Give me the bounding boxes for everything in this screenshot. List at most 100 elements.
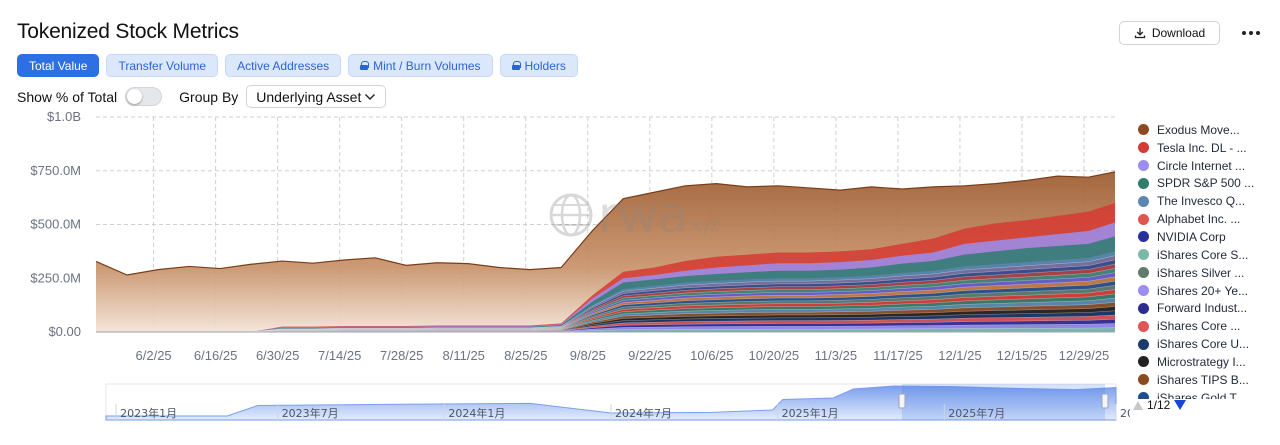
legend-label: Alphabet Inc. ... bbox=[1157, 212, 1241, 227]
tab-label: Mint / Burn Volumes bbox=[373, 58, 481, 73]
y-tick-label: $1.0B bbox=[47, 109, 81, 124]
legend-prev-icon[interactable] bbox=[1133, 400, 1143, 410]
legend-page: 1/12 bbox=[1147, 398, 1171, 412]
legend-item[interactable]: NVIDIA Corp bbox=[1138, 228, 1258, 246]
legend-swatch bbox=[1138, 285, 1149, 297]
chart-controls: Show % of Total Group By Underlying Asse… bbox=[17, 85, 387, 108]
legend-label: iShares Core ... bbox=[1157, 319, 1241, 334]
y-tick-label: $500.0M bbox=[30, 217, 81, 232]
navigator-tick-label: 2026年1月 bbox=[1120, 406, 1130, 420]
legend-label: Circle Internet ... bbox=[1157, 158, 1246, 173]
legend-item[interactable]: SPDR S&P 500 ... bbox=[1138, 175, 1258, 193]
legend-item[interactable]: Microstrategy I... bbox=[1138, 353, 1258, 371]
y-tick-label: $250.0M bbox=[30, 270, 81, 285]
legend-item[interactable]: iShares 20+ Ye... bbox=[1138, 282, 1258, 300]
legend-label: SPDR S&P 500 ... bbox=[1157, 176, 1255, 191]
series-line-total bbox=[95, 171, 1116, 276]
legend-label: iShares Core S... bbox=[1157, 247, 1249, 262]
legend-item[interactable]: iShares Silver ... bbox=[1138, 264, 1258, 282]
legend-label: iShares Silver ... bbox=[1157, 265, 1245, 280]
legend-label: iShares 20+ Ye... bbox=[1157, 283, 1249, 298]
x-tick-label: 12/1/25 bbox=[938, 348, 981, 363]
chevron-down-icon bbox=[365, 93, 376, 100]
series-area-minor bbox=[96, 327, 1115, 332]
legend-item[interactable]: The Invesco Q... bbox=[1138, 192, 1258, 210]
legend-swatch bbox=[1138, 374, 1149, 386]
lock-icon bbox=[511, 61, 521, 70]
legend-label: iShares TIPS B... bbox=[1157, 372, 1249, 387]
legend-swatch bbox=[1138, 195, 1149, 207]
tab-transfer-volume[interactable]: Transfer Volume bbox=[106, 54, 219, 77]
x-tick-label: 11/3/25 bbox=[815, 348, 857, 363]
navigator-tick-label: 2024年7月 bbox=[615, 406, 672, 420]
legend-item[interactable]: iShares TIPS B... bbox=[1138, 371, 1258, 389]
legend-label: Microstrategy I... bbox=[1157, 354, 1246, 369]
x-tick-label: 9/8/25 bbox=[570, 348, 606, 363]
legend-item[interactable]: Circle Internet ... bbox=[1138, 157, 1258, 175]
page-title: Tokenized Stock Metrics bbox=[17, 20, 239, 43]
x-tick-label: 12/29/25 bbox=[1059, 348, 1110, 363]
legend-swatch bbox=[1138, 392, 1149, 399]
navigator-tick-label: 2023年1月 bbox=[120, 406, 177, 420]
tab-label: Active Addresses bbox=[237, 58, 330, 73]
legend-label: The Invesco Q... bbox=[1157, 194, 1246, 209]
download-button[interactable]: Download bbox=[1119, 21, 1220, 45]
legend-item[interactable]: Exodus Move... bbox=[1138, 121, 1258, 139]
legend-swatch bbox=[1138, 213, 1149, 225]
navigator-tick-label: 2025年7月 bbox=[948, 406, 1005, 420]
navigator-tick-label: 2025年1月 bbox=[782, 406, 839, 420]
navigator-handle bbox=[1101, 393, 1109, 409]
legend-swatch bbox=[1138, 249, 1149, 261]
x-tick-label: 10/6/25 bbox=[690, 348, 733, 363]
toggle-knob bbox=[127, 89, 143, 104]
x-tick-label: 10/20/25 bbox=[749, 348, 800, 363]
more-options-icon[interactable] bbox=[1238, 22, 1264, 44]
group-by-select[interactable]: Underlying Asset bbox=[246, 85, 387, 108]
legend-label: NVIDIA Corp bbox=[1157, 229, 1226, 244]
show-pct-label: Show % of Total bbox=[17, 88, 118, 105]
x-tick-label: 6/30/25 bbox=[256, 348, 299, 363]
navigator-tick-label: 2023年7月 bbox=[282, 406, 339, 420]
chart-legend: Exodus Move... Tesla Inc. DL - ... Circle … bbox=[1138, 121, 1258, 399]
legend-label: Tesla Inc. DL - ... bbox=[1157, 140, 1247, 155]
x-tick-label: 8/11/25 bbox=[443, 348, 485, 363]
legend-label: iShares Core U... bbox=[1157, 337, 1250, 352]
x-tick-label: 7/28/25 bbox=[380, 348, 423, 363]
legend-item[interactable]: iShares Core S... bbox=[1138, 246, 1258, 264]
navigator-selection bbox=[902, 384, 1105, 420]
y-tick-label: $750.0M bbox=[30, 163, 81, 178]
metric-tabs: Total Value Transfer Volume Active Address… bbox=[17, 54, 578, 77]
tab-label: Holders bbox=[524, 58, 566, 73]
x-tick-label: 8/25/25 bbox=[504, 348, 547, 363]
legend-item[interactable]: Alphabet Inc. ... bbox=[1138, 210, 1258, 228]
navigator-handle bbox=[898, 393, 906, 409]
legend-item[interactable]: Forward Indust... bbox=[1138, 299, 1258, 317]
lock-icon bbox=[360, 61, 370, 70]
group-by-label: Group By bbox=[179, 88, 239, 105]
legend-swatch bbox=[1138, 302, 1149, 314]
legend-item[interactable]: Tesla Inc. DL - ... bbox=[1138, 139, 1258, 157]
x-tick-label: 6/2/25 bbox=[136, 348, 172, 363]
x-tick-label: 11/17/25 bbox=[873, 348, 923, 363]
legend-item[interactable]: iShares Gold T... bbox=[1138, 389, 1258, 399]
tab-holders[interactable]: Holders bbox=[499, 54, 578, 77]
legend-item[interactable]: iShares Core ... bbox=[1138, 317, 1258, 335]
stacked-area-chart: $0.00 $250.0M $500.0M $750.0M $1.0B 6/2/25 6/1… bbox=[30, 109, 1130, 421]
legend-label: Forward Indust... bbox=[1157, 301, 1248, 316]
tab-label: Total Value bbox=[29, 58, 88, 73]
legend-swatch bbox=[1138, 267, 1149, 279]
legend-pager: 1/12 bbox=[1133, 398, 1187, 412]
legend-item[interactable]: iShares Core U... bbox=[1138, 335, 1258, 353]
tab-active-addresses[interactable]: Active Addresses bbox=[225, 54, 342, 77]
show-pct-toggle[interactable] bbox=[125, 87, 163, 106]
download-label: Download bbox=[1151, 26, 1206, 40]
legend-next-icon[interactable] bbox=[1174, 400, 1187, 410]
legend-swatch bbox=[1138, 356, 1149, 368]
legend-swatch bbox=[1138, 338, 1149, 350]
tab-mint-burn-volumes[interactable]: Mint / Burn Volumes bbox=[348, 54, 493, 77]
x-tick-label: 9/22/25 bbox=[628, 348, 671, 363]
legend-swatch bbox=[1138, 142, 1149, 154]
legend-label: iShares Gold T... bbox=[1157, 390, 1246, 399]
legend-swatch bbox=[1138, 124, 1149, 136]
tab-total-value[interactable]: Total Value bbox=[17, 54, 100, 77]
